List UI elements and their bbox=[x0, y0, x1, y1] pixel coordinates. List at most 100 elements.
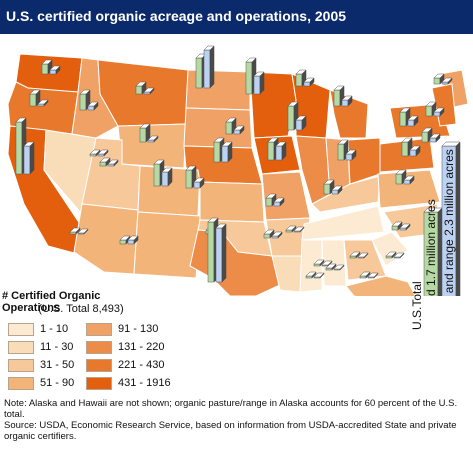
bar-top bbox=[359, 271, 371, 277]
state-bar-pair bbox=[41, 59, 61, 75]
legend-swatch bbox=[86, 341, 112, 354]
bar-top bbox=[23, 141, 35, 147]
bar-front bbox=[313, 263, 321, 267]
legend-label: 51 - 90 bbox=[40, 377, 75, 389]
bar-front bbox=[287, 105, 295, 131]
bar-front bbox=[245, 61, 253, 95]
bar-top bbox=[107, 159, 119, 165]
bar-front bbox=[213, 141, 221, 163]
bar-top bbox=[401, 137, 413, 143]
state-bar-pair bbox=[433, 73, 453, 85]
bar-side bbox=[29, 141, 35, 175]
bar-front bbox=[107, 163, 115, 167]
bar-front bbox=[295, 73, 303, 87]
bar-front bbox=[345, 153, 353, 161]
bar-top bbox=[333, 85, 345, 91]
bar-top bbox=[119, 235, 131, 241]
bar-front bbox=[99, 161, 107, 167]
us-total-bar: Cropland 1.7 million acres bbox=[423, 199, 443, 296]
bar-top bbox=[267, 137, 279, 143]
us-total-label-wrap: U.S.Total bbox=[410, 250, 424, 330]
bar-top bbox=[203, 45, 215, 51]
bar-top bbox=[147, 135, 159, 141]
bar-front bbox=[203, 49, 211, 89]
bar-top bbox=[245, 57, 257, 63]
bar-top bbox=[295, 69, 307, 75]
bar-top bbox=[433, 107, 445, 113]
state-region bbox=[299, 239, 323, 293]
bar-front bbox=[407, 119, 415, 127]
bar-front bbox=[429, 137, 437, 143]
state-bar-pair bbox=[313, 259, 333, 267]
bar-front bbox=[225, 121, 233, 135]
bar-front bbox=[271, 235, 279, 239]
bar-top bbox=[287, 101, 299, 107]
bar-top bbox=[333, 264, 345, 270]
legend-swatch bbox=[8, 359, 34, 372]
bar-front bbox=[399, 227, 407, 231]
state-bar-pair bbox=[285, 225, 305, 233]
bar-front bbox=[263, 233, 271, 239]
bar-front bbox=[215, 227, 223, 283]
state-bar-pair bbox=[207, 217, 227, 283]
bar-front bbox=[69, 231, 77, 235]
bar-top bbox=[391, 221, 403, 227]
bar-front bbox=[421, 131, 429, 143]
bar-front bbox=[385, 255, 393, 259]
bar-top bbox=[293, 226, 305, 232]
legend-swatch bbox=[8, 323, 34, 336]
bar-front bbox=[325, 267, 333, 271]
bar-top bbox=[295, 115, 307, 121]
bar-top bbox=[221, 141, 233, 147]
state-bar-pair bbox=[349, 251, 369, 259]
bar-top bbox=[97, 149, 109, 155]
bar-top bbox=[313, 272, 325, 278]
bar-top bbox=[135, 81, 147, 87]
bar-top bbox=[29, 89, 41, 95]
us-total-bars: Cropland 1.7 million acres Pasture and ra… bbox=[423, 141, 461, 296]
state-bar-pair bbox=[245, 57, 265, 95]
state-bar-pair bbox=[323, 179, 343, 195]
state-region bbox=[377, 169, 441, 209]
bar-front bbox=[285, 229, 293, 233]
state-bar-pair bbox=[401, 137, 421, 157]
bar-front bbox=[15, 121, 23, 175]
bar-top bbox=[409, 145, 421, 151]
bar-front bbox=[195, 57, 203, 89]
state-bar-pair bbox=[337, 139, 357, 161]
bar-top bbox=[253, 71, 265, 77]
bar-front bbox=[193, 181, 201, 189]
bar-top bbox=[407, 115, 419, 121]
state-region bbox=[185, 69, 251, 111]
title-bar: U.S. certified organic acreage and opera… bbox=[0, 0, 473, 34]
bar-top bbox=[77, 228, 89, 234]
bar-front bbox=[221, 145, 229, 163]
state-bar-pair bbox=[267, 137, 287, 161]
bar-top bbox=[357, 252, 369, 258]
bar-top bbox=[139, 123, 151, 129]
bar-top bbox=[265, 193, 277, 199]
state-region bbox=[199, 181, 265, 223]
us-total-bar-label: Cropland 1.7 million acres bbox=[424, 199, 438, 296]
state-bar-pair bbox=[119, 235, 139, 245]
bar-top bbox=[313, 259, 325, 265]
bar-front bbox=[399, 111, 407, 127]
bar-front bbox=[265, 197, 273, 207]
bar-top bbox=[403, 175, 415, 181]
us-total-bar: Pasture and range 2.3 million acres bbox=[441, 141, 461, 296]
bar-top bbox=[285, 225, 297, 231]
bar-front bbox=[89, 153, 97, 157]
bar-front bbox=[401, 141, 409, 157]
bar-front bbox=[331, 189, 339, 195]
bar-top bbox=[271, 231, 283, 237]
bar-front bbox=[433, 77, 441, 85]
state-bar-pair bbox=[399, 107, 419, 127]
bar-front bbox=[359, 275, 367, 279]
bar-front bbox=[127, 239, 135, 245]
bar-top bbox=[49, 65, 61, 71]
state-region bbox=[133, 211, 201, 279]
bar-top bbox=[215, 223, 227, 229]
bar-top bbox=[275, 141, 287, 147]
us-total-bar-label: Pasture and range 2.3 million acres bbox=[442, 149, 456, 296]
state-bar-pair bbox=[99, 157, 119, 167]
